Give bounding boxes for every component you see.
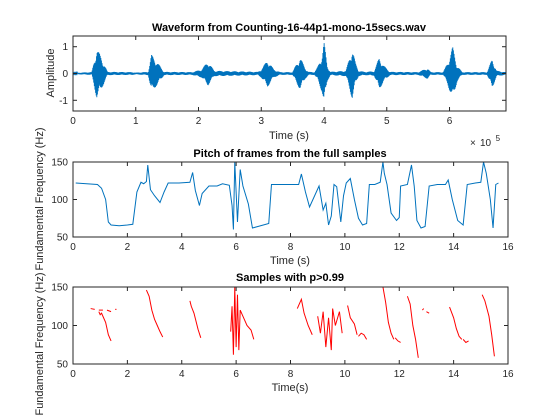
x-tick-label: 6 [447,116,453,127]
x-tick-label: 6 [233,242,239,253]
samples-series-segment [382,286,395,340]
x-tick-label: 16 [502,369,514,380]
samples-xlabel: Time(s) [272,382,309,394]
samples-series-segment [406,296,419,358]
samples-series-segment [394,337,401,343]
samples-series-segment [317,308,343,351]
waveform-x-exponent: 10 5 [480,133,501,150]
samples-title: Samples with p>0.99 [236,272,344,284]
samples-series-segment [426,311,430,314]
x-tick-label: 0 [70,116,76,127]
samples-series-segment [90,308,95,310]
x-tick-label: 14 [448,242,460,253]
waveform-ylabel: Amplitude [45,49,57,98]
samples-series-segment [106,309,112,313]
pitch-xlabel: Time (s) [270,255,310,267]
samples-series-segment [230,286,255,355]
samples-series-segment [145,289,164,338]
x-tick-label: 8 [288,242,294,253]
samples-series-segment [421,308,425,311]
pitch-ticks: 0 2 4 6 8 10 12 14 16 50 100 150 [51,158,514,254]
y-tick-label: 50 [57,233,69,244]
y-tick-label: 1 [62,42,68,53]
x-tick-label: 8 [288,369,294,380]
samples-ticks: 0 2 4 6 8 10 12 14 16 50 100 150 [51,283,514,381]
waveform-plot-area [72,43,507,98]
x-tick-label: 0 [70,369,76,380]
y-tick-label: 0 [62,69,68,80]
x-tick-label: 2 [125,242,131,253]
exponent-power: 5 [496,134,501,143]
x-tick-label: 1 [133,116,139,127]
x-tick-label: 10 [339,242,351,253]
x-tick-label: 16 [502,242,514,253]
y-tick-label: -1 [59,96,68,107]
x-tick-label: 3 [258,116,264,127]
pitch-ylabel: Fundamental Frequency (Hz) [34,127,46,270]
pitch-title: Pitch of frames from the full samples [193,148,386,160]
y-tick-label: 100 [51,321,68,332]
waveform-x-exponent-times: × [470,138,476,149]
samples-series-segment [462,339,469,344]
x-tick-label: 2 [125,369,131,380]
samples-series-segment [358,332,368,340]
samples-series-segment [449,306,463,340]
x-tick-label: 14 [448,369,460,380]
x-tick-label: 4 [179,242,185,253]
waveform-ticks: 0 1 2 3 4 5 6-101 [59,36,506,127]
y-tick-label: 50 [57,360,69,371]
pitch-plot-area [75,161,499,230]
samples-series-segment [98,311,112,342]
waveform-axes: Waveform from Counting-16-44p1-mono-15se… [45,22,507,150]
samples-series-segment [296,297,313,335]
x-tick-label: 12 [394,369,406,380]
x-tick-label: 5 [384,116,390,127]
exponent-base: 10 [480,138,492,149]
y-tick-label: 150 [51,283,68,294]
x-tick-label: 2 [196,116,202,127]
waveform-xlabel: Time (s) [269,130,309,142]
x-tick-label: 6 [233,369,239,380]
waveform-series-line [72,43,507,98]
pitch-axes: Pitch of frames from the full samples 0 2… [34,127,514,270]
samples-series-segment [189,300,202,338]
x-tick-label: 12 [394,242,406,253]
x-tick-label: 10 [339,369,351,380]
samples-ylabel: Fundamental Frequency (Hz) [34,272,46,415]
waveform-title: Waveform from Counting-16-44p1-mono-15se… [152,22,427,34]
y-tick-label: 150 [51,158,68,169]
x-tick-label: 4 [321,116,327,127]
samples-series-segment [347,305,358,335]
x-tick-label: 0 [70,242,76,253]
y-tick-label: 100 [51,195,68,206]
samples-axes: Samples with p>0.99 0 2 4 6 8 10 12 14 16 50 100 15… [34,272,514,416]
pitch-series-line [75,161,499,230]
samples-series-segment [481,294,495,357]
x-tick-label: 4 [179,369,185,380]
samples-plot-area [90,286,495,358]
